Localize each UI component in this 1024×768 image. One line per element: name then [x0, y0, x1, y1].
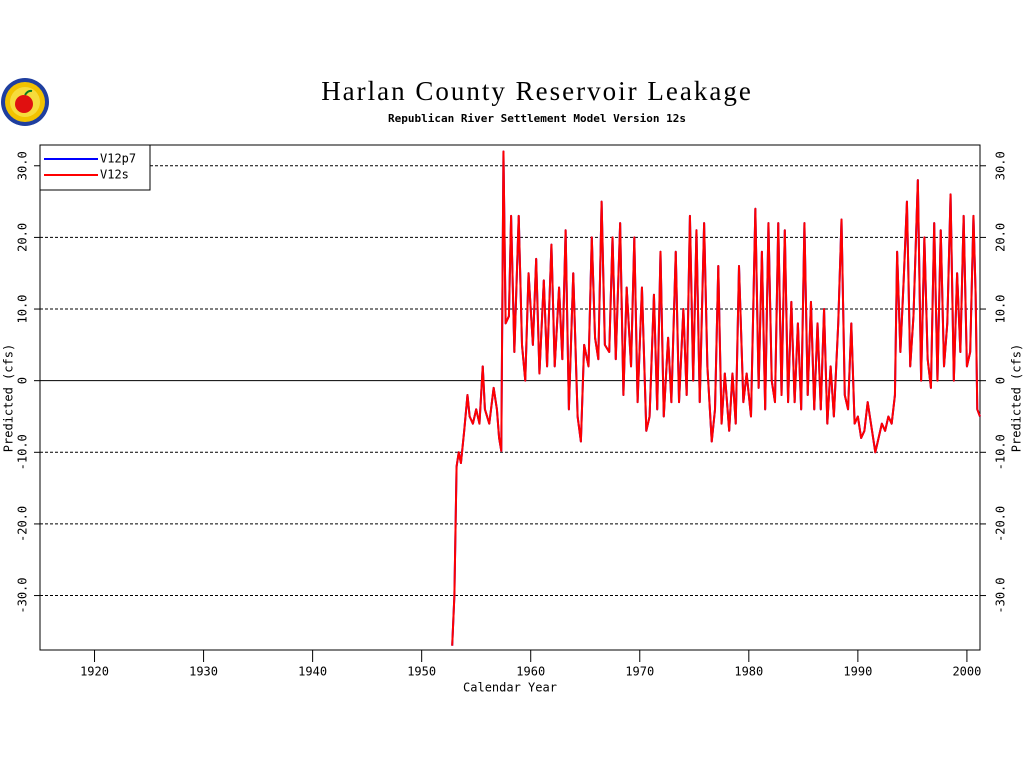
chart-title: Harlan County Reservoir Leakage [321, 76, 753, 106]
y-tick-label-right: 30.0 [994, 151, 1008, 180]
y-axis-label-right: Predicted (cfs) [1010, 344, 1024, 452]
x-tick-label: 2000 [952, 665, 981, 679]
y-tick-label-right: 20.0 [994, 223, 1008, 252]
y-tick-label: 10.0 [16, 295, 30, 324]
x-tick-label: 1930 [189, 665, 218, 679]
y-tick-label-right: 10.0 [994, 295, 1008, 324]
y-tick-label: -10.0 [16, 434, 30, 470]
x-tick-label: 1960 [516, 665, 545, 679]
chart-subtitle: Republican River Settlement Model Versio… [388, 112, 686, 125]
y-tick-label-right: -20.0 [994, 506, 1008, 542]
legend-label: V12p7 [100, 152, 136, 166]
x-tick-label: 1940 [298, 665, 327, 679]
x-tick-label: 1980 [734, 665, 763, 679]
y-tick-label: 30.0 [16, 151, 30, 180]
y-tick-label: -30.0 [16, 577, 30, 613]
y-tick-label-right: 0 [994, 377, 1008, 384]
y-tick-label: 0 [16, 377, 30, 384]
x-tick-label: 1990 [843, 665, 872, 679]
y-tick-label-right: -10.0 [994, 434, 1008, 470]
legend-box [39, 144, 151, 191]
x-tick-label: 1950 [407, 665, 436, 679]
x-axis-label: Calendar Year [463, 681, 557, 695]
y-axis-label: Predicted (cfs) [2, 344, 16, 452]
plot-frame [39, 144, 981, 651]
series-line [451, 150, 981, 646]
x-tick-label: 1970 [625, 665, 654, 679]
logo [1, 78, 49, 126]
legend-label: V12s [100, 168, 129, 182]
x-tick-label: 1920 [80, 665, 109, 679]
y-tick-label: -20.0 [16, 506, 30, 542]
y-tick-label-right: -30.0 [994, 577, 1008, 613]
y-tick-label: 20.0 [16, 223, 30, 252]
legend: V12p7 V12s [39, 144, 151, 191]
